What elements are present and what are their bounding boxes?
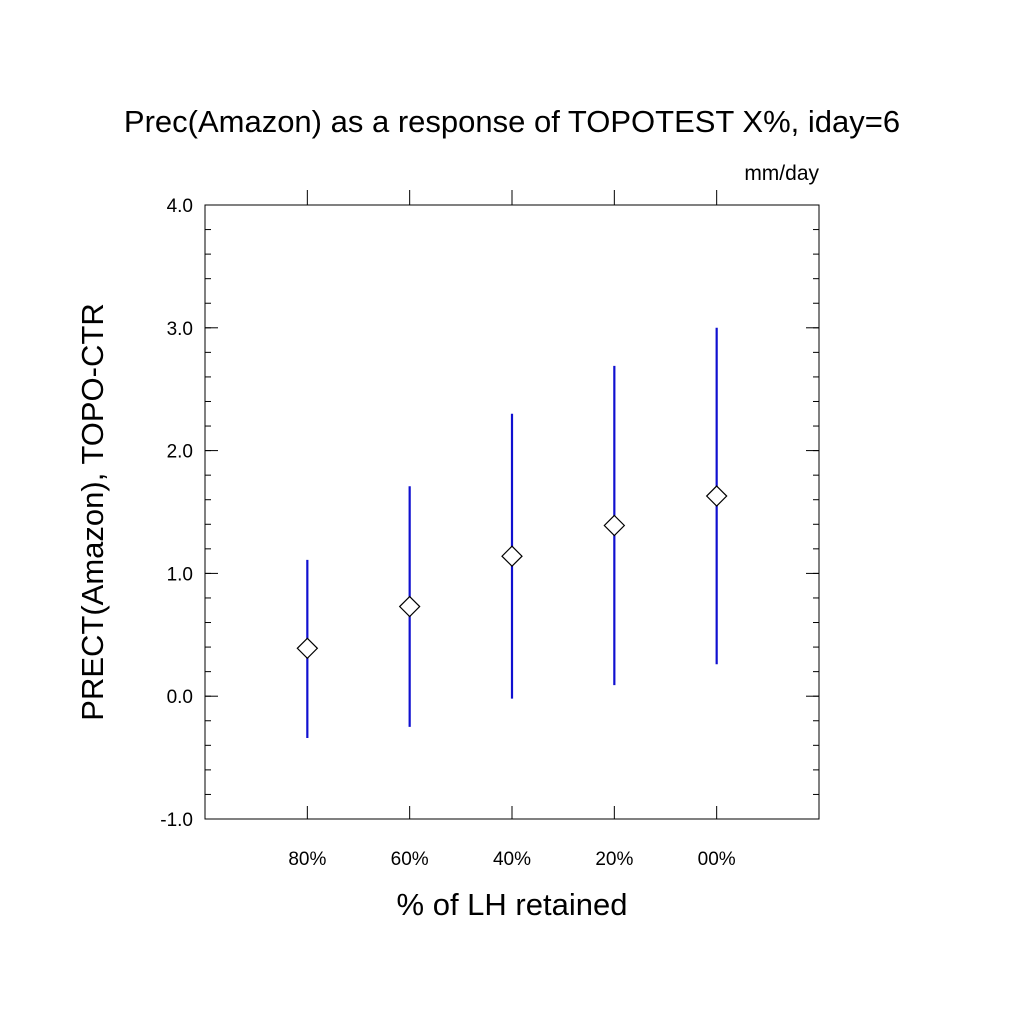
- y-tick-label: 1.0: [167, 564, 193, 585]
- y-tick-label: 0.0: [167, 687, 193, 708]
- units-label: mm/day: [744, 162, 819, 185]
- y-tick-label: 2.0: [167, 442, 193, 463]
- x-axis-label: % of LH retained: [397, 887, 628, 922]
- x-tick-label: 20%: [595, 849, 633, 870]
- data-point-diamond: [501, 545, 523, 568]
- y-tick-label: 3.0: [167, 319, 193, 340]
- data-point-diamond: [603, 514, 626, 537]
- data-point-diamond: [398, 595, 421, 618]
- y-tick-label: 4.0: [167, 196, 193, 217]
- data-point-diamond: [705, 485, 728, 507]
- y-tick-label: -1.0: [160, 810, 193, 831]
- chart-title: Prec(Amazon) as a response of TOPOTEST X…: [124, 104, 900, 139]
- x-tick-label: 40%: [493, 849, 531, 870]
- x-tick-label: 80%: [288, 849, 326, 870]
- x-tick-label: 60%: [391, 849, 429, 870]
- data-point-diamond: [296, 637, 319, 660]
- x-tick-label: 00%: [698, 849, 736, 870]
- y-axis-label: PRECT(Amazon), TOPO-CTR: [75, 303, 110, 720]
